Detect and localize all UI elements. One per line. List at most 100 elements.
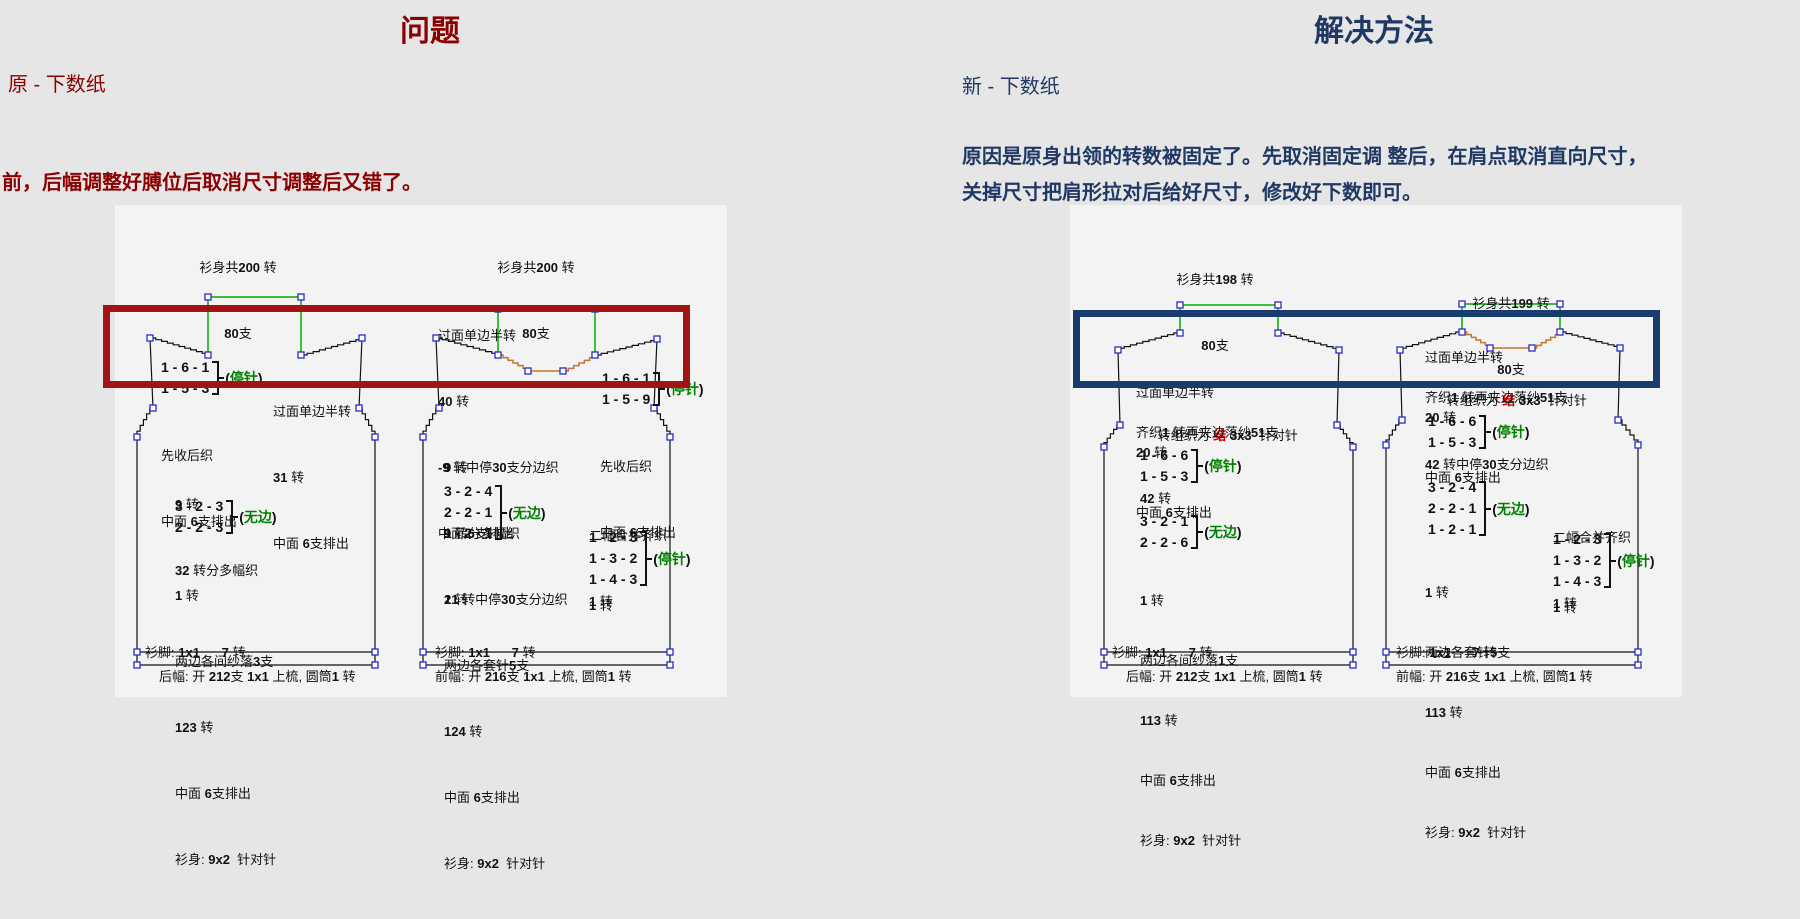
note-line: 中面 6支排出	[1425, 765, 1501, 780]
tag-label: (无边)	[1492, 500, 1530, 517]
selection-handle	[133, 661, 141, 669]
note-line: -9 转中停30支分边织	[438, 460, 559, 475]
note-line: 两边各套针5支	[1425, 645, 1511, 660]
new-back-hem-line: 衫脚: 1x1 7 转	[1112, 645, 1213, 660]
note-line: 9 转分多幅织	[444, 526, 520, 541]
note-line: 两边各间纱落1支	[1140, 653, 1239, 668]
new-front-knot-line: 转组织为 结 3x3 针对针	[1425, 368, 1587, 434]
needle-count: 80支	[1497, 362, 1525, 377]
selection-handle	[1349, 443, 1357, 451]
note-line: 20 转	[1136, 445, 1168, 460]
selection-handle	[1382, 648, 1390, 656]
selection-handle	[1614, 416, 1622, 424]
selection-handle	[1556, 300, 1564, 308]
selection-handle	[1382, 441, 1390, 449]
new-back-body-bottom: 1 转 两边各间纱落1支 113 转 中面 6支排出 衫身: 9x2 针对针	[1140, 551, 1241, 891]
decrease-line: 1 - 4 - 3	[589, 571, 638, 587]
bracket	[1191, 515, 1199, 549]
selection-handle	[1100, 648, 1108, 656]
old-sheet-diagram: 衫身共200 转 80支 1 - 6 - 1 1 - 5 - 3 (停针) 先收…	[115, 205, 727, 871]
selection-handle	[559, 367, 567, 375]
note-line: 1 转	[1553, 596, 1577, 611]
old-back-hem-line: 衫脚: 1x1 7 转	[145, 645, 246, 660]
bracket	[1604, 533, 1612, 588]
old-back-neck-box	[207, 296, 302, 355]
bracket-dash	[502, 511, 508, 514]
note-line: 113 转	[1425, 705, 1463, 720]
selection-handle	[419, 661, 427, 669]
selection-handle	[146, 334, 154, 342]
selection-handle	[435, 404, 443, 412]
bracket	[495, 485, 503, 540]
old-front-cast-on-line: 前幅: 开 216支 1x1 上梳, 圆筒1 转	[435, 669, 632, 684]
old-front-hem-line: 衫脚: 1x1 7 转	[435, 645, 536, 660]
new-front-merge-notes: 二幅合并齐织 1 转	[1553, 483, 1631, 659]
selection-handle	[371, 661, 379, 669]
old-front-body-top: 9 转 9 转分多幅织 21 转中停30支分边织	[444, 413, 568, 655]
total-rounds: 衫身共199 转	[1472, 296, 1550, 311]
selection-handle	[494, 351, 502, 359]
selection-handle	[1382, 661, 1390, 669]
new-front-neck-curve	[1462, 331, 1561, 349]
selection-handle	[1634, 648, 1642, 656]
new-sheet-label: 新 - 下数纸	[962, 76, 1060, 98]
old-back-cast-on-line: 后幅: 开 212支 1x1 上梳, 圆筒1 转	[159, 669, 356, 684]
selection-handle	[371, 648, 379, 656]
selection-handle	[666, 433, 674, 441]
decrease-line: 1 - 3 - 2	[589, 550, 638, 566]
note-line: 32 转分多幅织	[175, 563, 259, 578]
old-front-neck-notes: 过面单边半转 40 转 -9 转中停30支分边织 中面 6支排出	[438, 281, 559, 589]
selection-handle	[653, 335, 661, 343]
decrease-line: 1 - 6 - 1	[161, 359, 210, 375]
tag-label: (停针)	[1617, 552, 1655, 569]
bracket-dash	[1611, 559, 1617, 562]
note-line: 中面 6支排出	[1425, 470, 1501, 485]
note-line: 中面 6支排出	[438, 526, 514, 541]
note-line: 1 转	[1425, 585, 1449, 600]
old-front-merge-group: 1 - 2 - 3 1 - 3 - 2 1 - 4 - 3 (停针)	[589, 527, 691, 590]
note-line: 9 转	[175, 497, 199, 512]
solution-title: 解决方法	[1314, 15, 1434, 48]
decrease-lines: 3 - 2 - 1 2 - 2 - 6	[1140, 511, 1188, 553]
decrease-line: 3 - 2 - 3	[175, 498, 224, 514]
selection-handle	[666, 661, 674, 669]
new-back-knot-line: 转组织为 结 3x3 针对针	[1136, 403, 1298, 469]
selection-handle	[1458, 300, 1466, 308]
new-front-total-label: 衫身共199 转 80支	[1426, 249, 1596, 425]
selection-handle	[1335, 346, 1343, 354]
problem-description: 前，后幅调整好膊位后取消尺寸调整后又错了。	[2, 172, 422, 194]
note-line: 先收后织	[161, 448, 214, 463]
selection-handles-old-front	[419, 305, 674, 669]
selection-handle	[1100, 443, 1108, 451]
note-line: 中面 6支排出	[444, 790, 520, 805]
needle-count: 80支	[1201, 338, 1229, 353]
problem-title: 问题	[400, 15, 460, 48]
note-line: 1 转	[589, 594, 613, 609]
new-back-outline	[1103, 332, 1354, 666]
new-back-even-line: 齐织1 转再夹边落纱51支	[1136, 425, 1279, 440]
bracket-dash	[233, 516, 239, 518]
bracket-dash	[219, 377, 225, 379]
decrease-line: 1 - 2 - 3	[589, 529, 638, 545]
knot-suffix: 3x3 针对针	[1518, 393, 1587, 408]
note-line: 123 转	[175, 720, 214, 735]
problem-section: 问题 原 - 下数纸 前，后幅调整好膊位后取消尺寸调整后又错了。	[0, 0, 900, 871]
decrease-line: 1 - 5 - 9	[602, 391, 651, 407]
note-line: 124 转	[444, 724, 483, 739]
selection-handle	[1556, 328, 1564, 336]
bracket-dash	[1486, 431, 1492, 433]
selection-handle	[1616, 344, 1624, 352]
bracket	[653, 372, 661, 406]
selection-handle	[149, 404, 157, 412]
note-line: 1 转	[444, 592, 468, 607]
note-line: 9 转	[444, 460, 468, 475]
selection-handle	[524, 367, 532, 375]
selection-handle	[1398, 416, 1406, 424]
tag-label: (停针)	[1492, 424, 1530, 440]
decrease-lines: 1 - 6 - 1 1 - 5 - 9	[602, 368, 650, 410]
new-back-mid-line: 42 转	[1140, 491, 1172, 506]
bracket	[226, 500, 234, 534]
knot-prefix: 转组织为	[1446, 393, 1503, 408]
decrease-line: 1 - 2 - 1	[444, 525, 493, 541]
knot-red-char: 结	[1213, 428, 1227, 443]
